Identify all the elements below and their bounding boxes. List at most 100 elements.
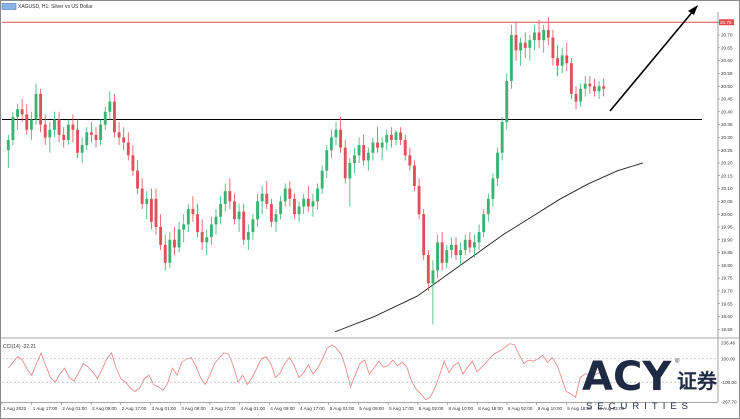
- price-tick-label: 20.25: [721, 148, 733, 153]
- candle-body-up: [385, 134, 389, 143]
- time-tick-label: 8 Aug 02:00: [419, 406, 444, 411]
- price-tick-label: 19.65: [721, 301, 733, 306]
- candle-body-down: [149, 198, 153, 222]
- candle-body-up: [528, 40, 532, 48]
- candle-body-down: [265, 193, 269, 204]
- candle-body-down: [403, 139, 407, 156]
- price-tick-label: 20.20: [721, 161, 733, 166]
- price-tick-label: 20.10: [721, 186, 733, 191]
- candle-body-down: [399, 132, 403, 140]
- price-tick-label: 19.95: [721, 225, 733, 230]
- time-tick-label: 2 Aug 17:00: [122, 406, 147, 411]
- candle-body-up: [320, 170, 324, 189]
- candle-body-up: [177, 229, 181, 248]
- cci-tick-label: -100.00: [721, 380, 737, 385]
- price-tick-label: 19.80: [721, 263, 733, 268]
- candle-body-down: [117, 132, 121, 138]
- candle-body-up: [223, 191, 227, 204]
- price-tick-label: 20.05: [721, 199, 733, 204]
- candle-body-down: [454, 244, 458, 256]
- candle-body-up: [366, 152, 370, 161]
- candle-body-down: [233, 201, 236, 220]
- window-title-bar: XAGUSD, H1: Silver vs US Dollar: [1, 3, 93, 10]
- time-tick-label: 2 Aug 01:00: [62, 406, 87, 411]
- candle-body-down: [602, 86, 606, 89]
- candle-body-down: [242, 211, 246, 240]
- price-tick-label: 19.85: [721, 250, 733, 255]
- candle-body-up: [445, 249, 449, 263]
- candle-body-down: [422, 214, 426, 256]
- candle-body-up: [597, 86, 601, 92]
- time-tick-label: 9 Aug 10:00: [538, 406, 563, 411]
- time-tick-label: 3 Aug 17:00: [211, 406, 236, 411]
- candle-body-up: [205, 237, 209, 243]
- candle-body-up: [459, 249, 463, 256]
- candle-body-down: [440, 242, 444, 263]
- price-tick-label: 20.35: [721, 122, 733, 127]
- candle-body-up: [29, 119, 33, 130]
- candle-body-up: [260, 193, 264, 202]
- candle-body-up: [219, 203, 223, 217]
- candle-body-down: [468, 239, 472, 248]
- candle-body-up: [274, 214, 278, 222]
- candle-body-up: [380, 142, 384, 148]
- candle-body-down: [293, 198, 296, 215]
- candle-body-down: [569, 63, 573, 94]
- candle-body-up: [283, 188, 287, 202]
- price-panel: 20.75 20.70 20.65 20.60 20.55 20.50 20.45 20.40…: [0, 5, 740, 411]
- candle-body-down: [136, 170, 139, 189]
- candle-body-down: [413, 165, 416, 187]
- candle-body-up: [214, 216, 218, 225]
- candle-body-down: [523, 42, 527, 48]
- candle-body-down: [574, 93, 578, 102]
- cci-tick-label: 100.00: [721, 356, 735, 361]
- candle-body-up: [463, 239, 467, 250]
- cci-panel: CCI(14) -32.21 236.46 100.00 -100.00 -267.7…: [2, 341, 737, 404]
- candle-body-up: [311, 201, 315, 207]
- cci-tick-label: 236.46: [721, 341, 735, 346]
- candle-body-up: [48, 129, 52, 138]
- candle-body-up: [66, 124, 70, 140]
- resistance-price-tag: [719, 19, 734, 26]
- time-tick-label: 9 Aug 18:00: [567, 406, 592, 411]
- time-tick-label: 8 Aug 18:00: [478, 406, 503, 411]
- candle-body-up: [477, 232, 481, 243]
- price-tick-label: 19.55: [721, 327, 733, 332]
- candle-body-down: [546, 29, 550, 38]
- candle-body-up: [431, 270, 435, 284]
- candle-body-down: [228, 191, 232, 202]
- acy-logo: ACY ® 证券 SECURITIES: [582, 354, 718, 412]
- candle-body-up: [505, 81, 509, 123]
- candle-body-down: [89, 132, 93, 135]
- candle-body-down: [131, 155, 135, 171]
- candle-body-up: [482, 214, 486, 233]
- candle-body-up: [237, 211, 241, 220]
- cci-line: [8, 343, 604, 401]
- price-tick-label: 20.50: [721, 84, 733, 89]
- time-tick-label: 9 Aug 02:00: [508, 406, 533, 411]
- candle-body-down: [269, 203, 273, 222]
- candle-body-down: [154, 198, 158, 227]
- candle-body-down: [25, 114, 29, 130]
- time-tick-label: 8 Aug 10:00: [449, 406, 474, 411]
- candle-body-up: [145, 198, 149, 204]
- candle-body-up: [329, 137, 333, 151]
- candle-body-down: [339, 129, 343, 148]
- candle-body-up: [80, 145, 84, 153]
- candle-body-up: [519, 42, 523, 51]
- cci-label: CCI(14) -32.21: [3, 344, 36, 350]
- candle-body-down: [288, 188, 292, 199]
- candle-body-down: [389, 134, 393, 140]
- logo-brand: ACY: [582, 354, 672, 400]
- candle-body-up: [11, 116, 15, 140]
- candle-body-up: [473, 242, 476, 248]
- price-tick-label: 20.65: [721, 45, 733, 50]
- price-tick-label: 20.55: [721, 71, 733, 76]
- time-tick-label: 5 Aug 01:00: [330, 406, 355, 411]
- candle-body-down: [126, 142, 130, 156]
- candle-body-down: [376, 142, 379, 148]
- candle-body-up: [542, 29, 546, 41]
- candle-body-down: [173, 239, 176, 248]
